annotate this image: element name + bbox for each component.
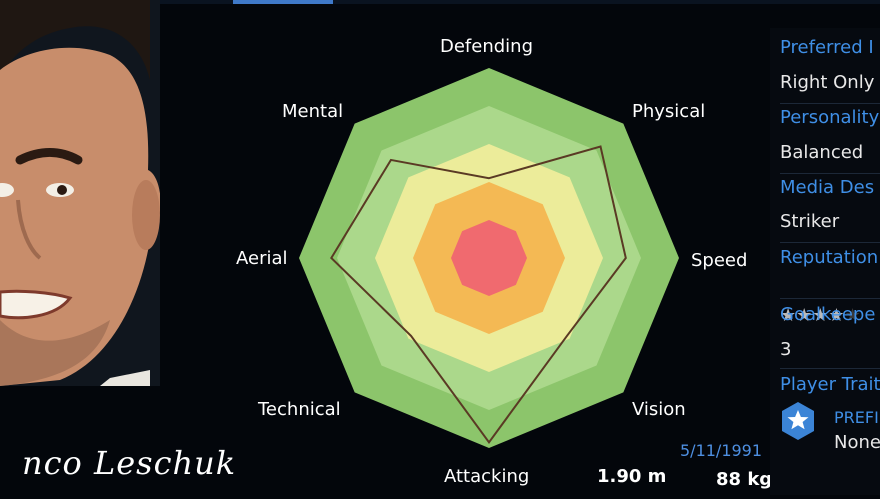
- divider: [780, 103, 880, 104]
- trait-star-badge-icon[interactable]: [780, 401, 816, 441]
- divider: [780, 173, 880, 174]
- radar-svg: [299, 68, 679, 448]
- player-signature: nco Leschuk: [22, 444, 237, 482]
- personality-label: Personality: [780, 107, 880, 128]
- top-bar: [0, 0, 880, 4]
- reputation-stars: ★★★★★: [780, 305, 861, 326]
- media-description-label: Media Des: [780, 177, 875, 198]
- radar-label-physical: Physical: [632, 101, 706, 122]
- goalkeeper-label: Goalkeepe: [780, 304, 876, 325]
- radar-rings: [299, 68, 679, 448]
- reputation-label: Reputation: [780, 247, 879, 268]
- goalkeeper-value: 3: [780, 339, 792, 360]
- radar-label-technical: Technical: [258, 399, 341, 420]
- media-description-value: Striker: [780, 211, 840, 232]
- personality-value: Balanced: [780, 142, 864, 163]
- radar-label-speed: Speed: [691, 250, 748, 271]
- reputation-star-icon: ★★★★: [780, 305, 845, 326]
- divider: [780, 368, 880, 369]
- preferred-foot-value: Right Only: [780, 72, 875, 93]
- trait-name: PREFI: [834, 408, 879, 427]
- preferred-foot-label: Preferred I: [780, 37, 874, 58]
- player-height: 1.90 m: [597, 466, 667, 487]
- attribute-radar-chart: Defending Physical Speed Vision Attackin…: [230, 28, 750, 495]
- divider: [780, 242, 880, 243]
- trait-value: None: [834, 432, 880, 453]
- player-weight: 88 kg: [716, 469, 773, 490]
- radar-label-mental: Mental: [282, 101, 344, 122]
- player-portrait: [0, 0, 160, 386]
- radar-label-defending: Defending: [440, 36, 534, 57]
- radar-label-attacking: Attacking: [444, 466, 530, 487]
- reputation-star-empty-icon: ★: [844, 305, 861, 326]
- active-tab-indicator[interactable]: [233, 0, 333, 4]
- radar-ring-5: [451, 220, 527, 296]
- divider: [780, 298, 880, 299]
- radar-profile-polygon: [330, 145, 627, 444]
- date-of-birth: 5/11/1991: [680, 441, 763, 460]
- player-traits-label: Player Trait: [780, 374, 880, 395]
- radar-label-vision: Vision: [632, 399, 686, 420]
- player-info-panel: Preferred I Right Only Personality Balan…: [770, 28, 880, 495]
- radar-label-aerial: Aerial: [236, 248, 288, 269]
